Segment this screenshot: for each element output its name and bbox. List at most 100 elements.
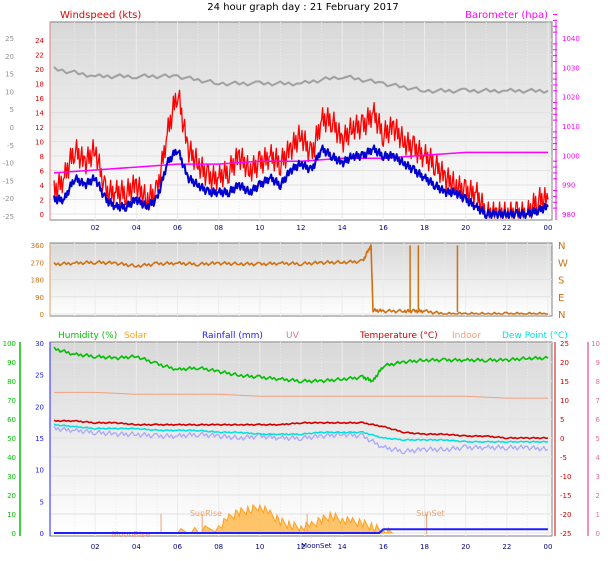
uv-tick-label: 5 xyxy=(596,435,600,443)
temp-ref-tick-label: -5 xyxy=(7,142,14,150)
uv-tick-label: 4 xyxy=(596,454,601,462)
legend-label: Humidity (%) xyxy=(58,331,117,341)
temp-tick-label: -25 xyxy=(560,530,571,538)
baro-tick-label: 1030 xyxy=(562,64,580,72)
solar-area xyxy=(176,503,394,534)
barometer-line xyxy=(53,151,548,174)
temp-tick-label: 0 xyxy=(560,435,564,443)
sunset-annotation: SunSet xyxy=(416,509,444,518)
moonset-annotation: MoonSet xyxy=(301,542,332,550)
humidity-tick-label: 70 xyxy=(7,397,16,405)
wind-tick-label: 20 xyxy=(35,66,44,74)
uv-tick-label: 8 xyxy=(596,378,600,386)
windspeed-line xyxy=(53,89,549,219)
dir-tick-label: 270 xyxy=(31,259,44,267)
x-tick-label: 08 xyxy=(214,543,223,551)
wind-tick-label: 14 xyxy=(35,110,44,118)
baro-axis-label: Barometer (hpa) xyxy=(465,10,548,21)
wind-tick-label: 0 xyxy=(40,211,44,219)
baro-tick-label: 990 xyxy=(562,182,575,190)
humidity-tick-label: 30 xyxy=(7,473,16,481)
legend-label: Temperature (°C) xyxy=(359,331,438,341)
rain-tick-label: 20 xyxy=(35,403,44,411)
humidity-tick-label: 60 xyxy=(7,416,16,424)
baro-tick-label: 1020 xyxy=(562,94,580,102)
temp-ref-tick-label: -15 xyxy=(3,177,14,185)
x-tick-label: 06 xyxy=(173,543,182,551)
uv-tick-label: 7 xyxy=(596,397,600,405)
x-tick-label: 04 xyxy=(132,224,141,232)
windchill-line xyxy=(53,66,549,94)
rain-tick-label: 30 xyxy=(35,340,44,348)
x-tick-label: 20 xyxy=(461,224,470,232)
temp-ref-tick-label: -20 xyxy=(3,195,14,203)
x-tick-label: 00 xyxy=(544,224,553,232)
temp-ref-tick-label: -10 xyxy=(3,160,14,168)
x-tick-label: 06 xyxy=(173,224,182,232)
humidity-line xyxy=(53,346,549,384)
humidity-tick-label: 0 xyxy=(12,530,16,538)
x-tick-label: 02 xyxy=(91,543,100,551)
rain-tick-label: 15 xyxy=(35,435,44,443)
legend-label: Indoor xyxy=(452,331,481,341)
dir-tick-label: 90 xyxy=(35,294,44,302)
indoor-line xyxy=(54,391,548,399)
wind-tick-label: 18 xyxy=(35,81,44,89)
x-tick-label: 16 xyxy=(379,224,388,232)
uv-tick-label: 1 xyxy=(596,511,600,519)
x-tick-label: 18 xyxy=(420,543,429,551)
baro-tick-label: 980 xyxy=(562,211,575,219)
legend-label: Dew Point (°C) xyxy=(502,331,568,341)
legend-label: UV xyxy=(286,331,300,341)
wind-tick-label: 22 xyxy=(35,52,44,60)
temp-tick-label: 15 xyxy=(560,378,569,386)
x-tick-label: 00 xyxy=(544,543,553,551)
uv-tick-label: 10 xyxy=(591,340,600,348)
x-tick-label: 04 xyxy=(132,543,141,551)
dir-tick-label: 0 xyxy=(40,311,44,319)
uv-tick-label: 2 xyxy=(596,492,600,500)
x-tick-label: 14 xyxy=(338,224,347,232)
wind-tick-label: 12 xyxy=(35,124,44,132)
x-tick-label: 12 xyxy=(297,543,306,551)
compass-label: W xyxy=(558,258,568,269)
wind-tick-label: 16 xyxy=(35,95,44,103)
wind-axis-label: Windspeed (kts) xyxy=(60,10,141,21)
humidity-tick-label: 100 xyxy=(3,340,16,348)
baro-tick-label: 1010 xyxy=(562,123,580,131)
temp-tick-label: 25 xyxy=(560,340,569,348)
humidity-tick-label: 40 xyxy=(7,454,16,462)
moonrise-annotation: MoonRise xyxy=(112,530,151,539)
temp-ref-tick-label: 25 xyxy=(5,35,14,43)
compass-label: N xyxy=(558,310,565,321)
uv-tick-label: 3 xyxy=(596,473,600,481)
dir-tick-label: 180 xyxy=(31,277,44,285)
temp-ref-tick-label: 0 xyxy=(10,124,14,132)
temp-tick-label: 20 xyxy=(560,359,569,367)
x-tick-label: 02 xyxy=(91,224,100,232)
compass-label: S xyxy=(558,276,564,287)
humidity-tick-label: 80 xyxy=(7,378,16,386)
wind-tick-label: 8 xyxy=(40,153,44,161)
temp-tick-label: -20 xyxy=(560,511,571,519)
humidity-tick-label: 10 xyxy=(7,511,16,519)
humidity-tick-label: 90 xyxy=(7,359,16,367)
temp-tick-label: 10 xyxy=(560,397,569,405)
sunrise-annotation: SunRise xyxy=(190,509,222,518)
wind-tick-label: 6 xyxy=(40,168,45,176)
legend-label: Solar xyxy=(124,331,147,341)
baro-tick-label: 1040 xyxy=(562,35,580,43)
compass-label: E xyxy=(558,293,564,304)
wind-tick-label: 24 xyxy=(35,37,44,45)
x-tick-label: 22 xyxy=(502,543,511,551)
x-tick-label: 18 xyxy=(420,224,429,232)
wind-tick-label: 2 xyxy=(40,197,44,205)
temp-tick-label: 5 xyxy=(560,416,564,424)
uv-tick-label: 0 xyxy=(596,530,600,538)
wind-direction-line xyxy=(53,244,548,315)
uv-tick-label: 6 xyxy=(596,416,601,424)
rainfall-line xyxy=(54,528,548,534)
rain-tick-label: 25 xyxy=(35,372,44,380)
